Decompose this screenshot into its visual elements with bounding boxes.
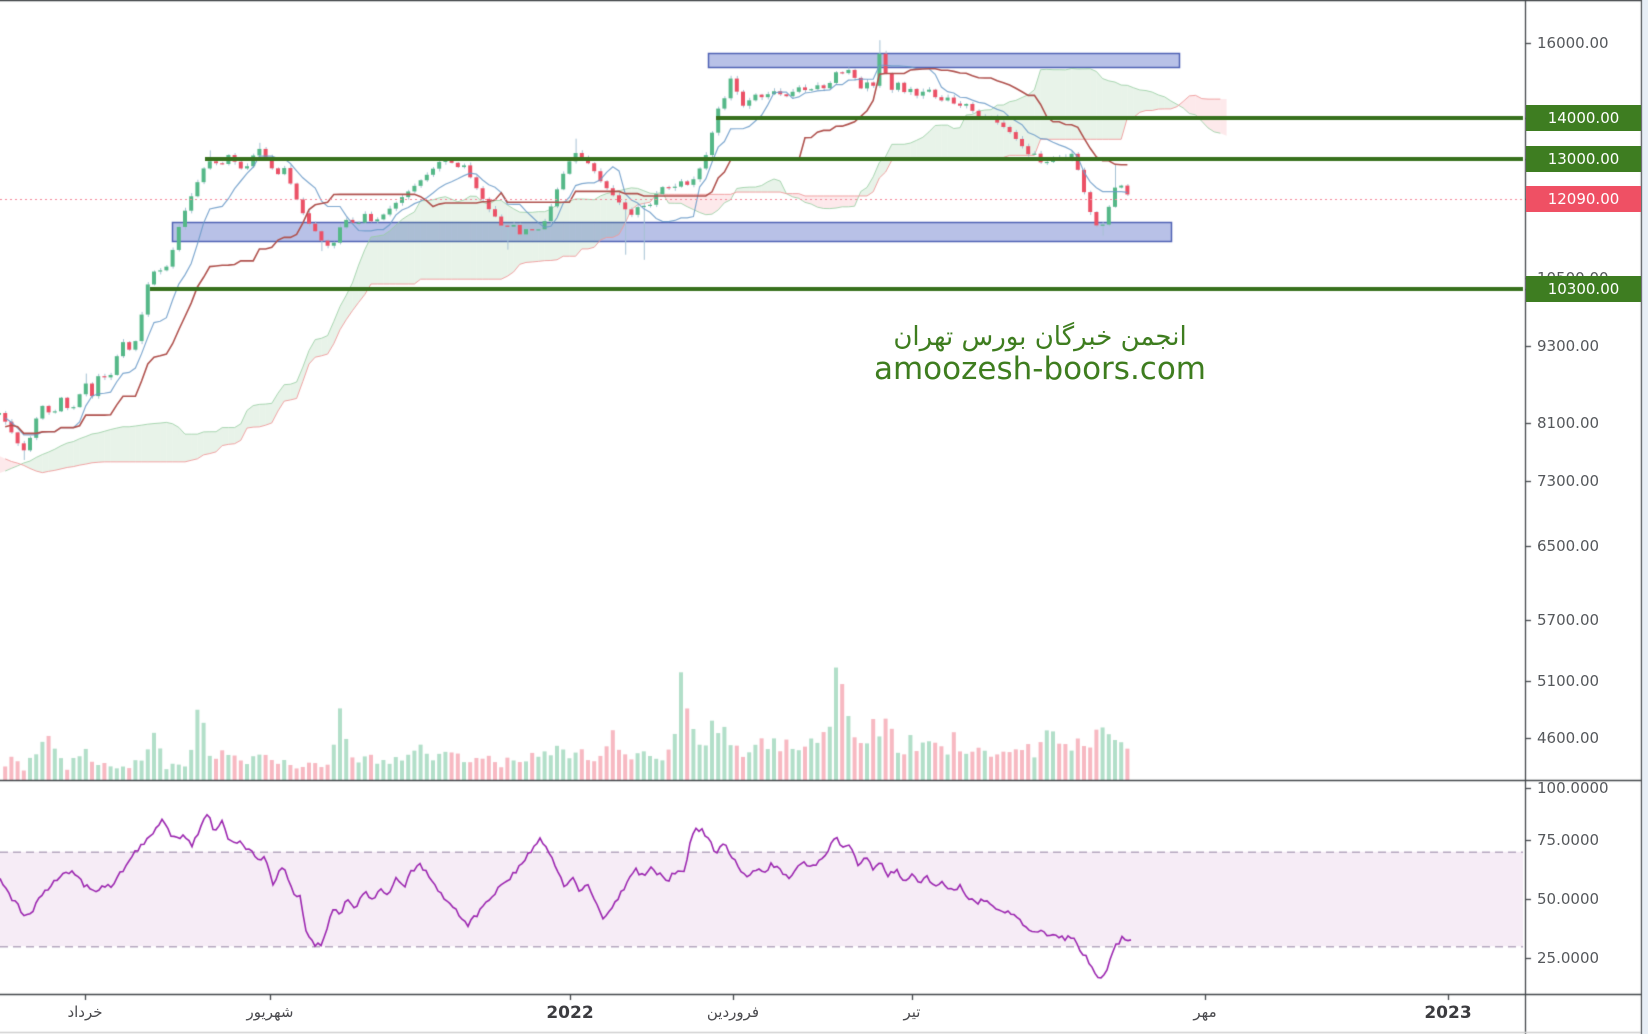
price-axis-label: 5700.00	[1537, 611, 1600, 629]
price-axis-label: 8100.00	[1537, 414, 1600, 432]
time-axis-label: فروردین	[706, 1003, 760, 1021]
last-price-badge[interactable]: 12090.00	[1526, 186, 1641, 212]
watermark: انجمن خبرگان بورس تهران amoozesh-boors.c…	[740, 322, 1340, 386]
level-price-badge[interactable]: 13000.00	[1526, 146, 1641, 172]
rsi-axis-label: 100.0000	[1537, 779, 1609, 797]
price-axis-label: 9300.00	[1537, 337, 1600, 355]
rsi-axis-label: 50.0000	[1537, 890, 1600, 908]
price-axis-label: 16000.00	[1537, 34, 1609, 52]
price-axis-label: 5100.00	[1537, 672, 1600, 690]
time-axis-label: 2023	[1424, 1003, 1472, 1023]
time-axis-label: تیر	[903, 1003, 921, 1021]
price-axis-label: 4600.00	[1537, 729, 1600, 747]
time-axis-label: خرداد	[67, 1003, 103, 1021]
price-axis-label: 7300.00	[1537, 472, 1600, 490]
watermark-line1: انجمن خبرگان بورس تهران	[893, 322, 1187, 352]
rsi-axis-label: 75.0000	[1537, 831, 1600, 849]
time-axis-label: شهریور	[246, 1003, 294, 1021]
time-axis-label: مهر	[1193, 1003, 1217, 1021]
price-axis-label: 6500.00	[1537, 537, 1600, 555]
rsi-axis-label: 25.0000	[1537, 949, 1600, 967]
time-axis-label: 2022	[546, 1003, 594, 1023]
watermark-line2: amoozesh-boors.com	[873, 351, 1207, 387]
level-price-badge[interactable]: 10300.00	[1526, 276, 1641, 302]
level-price-badge[interactable]: 14000.00	[1526, 105, 1641, 131]
